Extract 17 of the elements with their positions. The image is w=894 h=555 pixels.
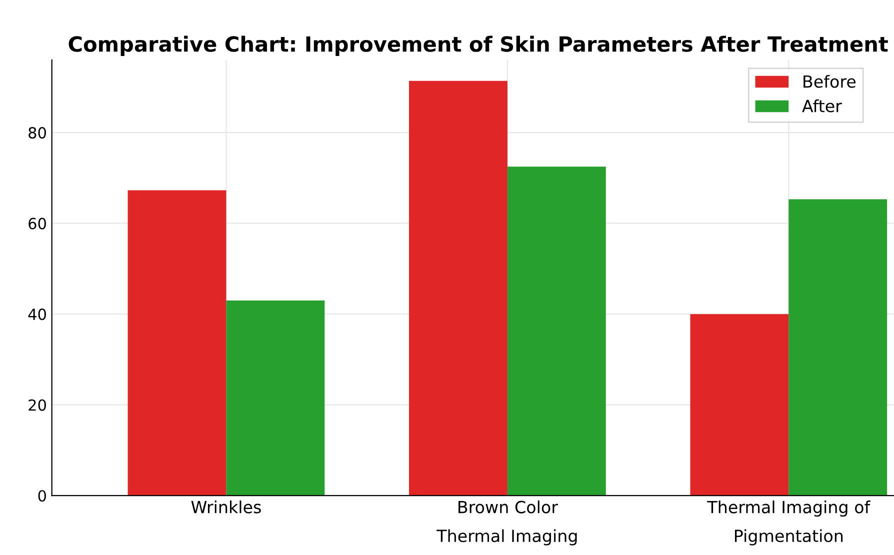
y-tick-label: 20	[28, 399, 46, 411]
bar	[507, 166, 606, 496]
x-tick-label: Thermal Imaging of Pigmentation	[707, 500, 870, 546]
bar	[128, 190, 226, 496]
y-tick-label: 0	[38, 490, 46, 502]
x-tick-label: Wrinkles	[191, 500, 261, 514]
y-tick-label: 80	[28, 127, 46, 139]
chart-title: Comparative Chart: Improvement of Skin Parameters After Treatment	[68, 36, 888, 56]
x-tick-label: Brown Color Thermal Imaging	[436, 500, 577, 546]
y-tick-label: 60	[28, 218, 46, 230]
bar	[409, 80, 508, 496]
bar	[690, 314, 789, 496]
legend-label: Before	[804, 74, 856, 88]
bar	[788, 199, 888, 496]
y-tick-label: 40	[28, 308, 46, 320]
legend-label: After	[802, 99, 842, 112]
bar	[226, 300, 325, 496]
